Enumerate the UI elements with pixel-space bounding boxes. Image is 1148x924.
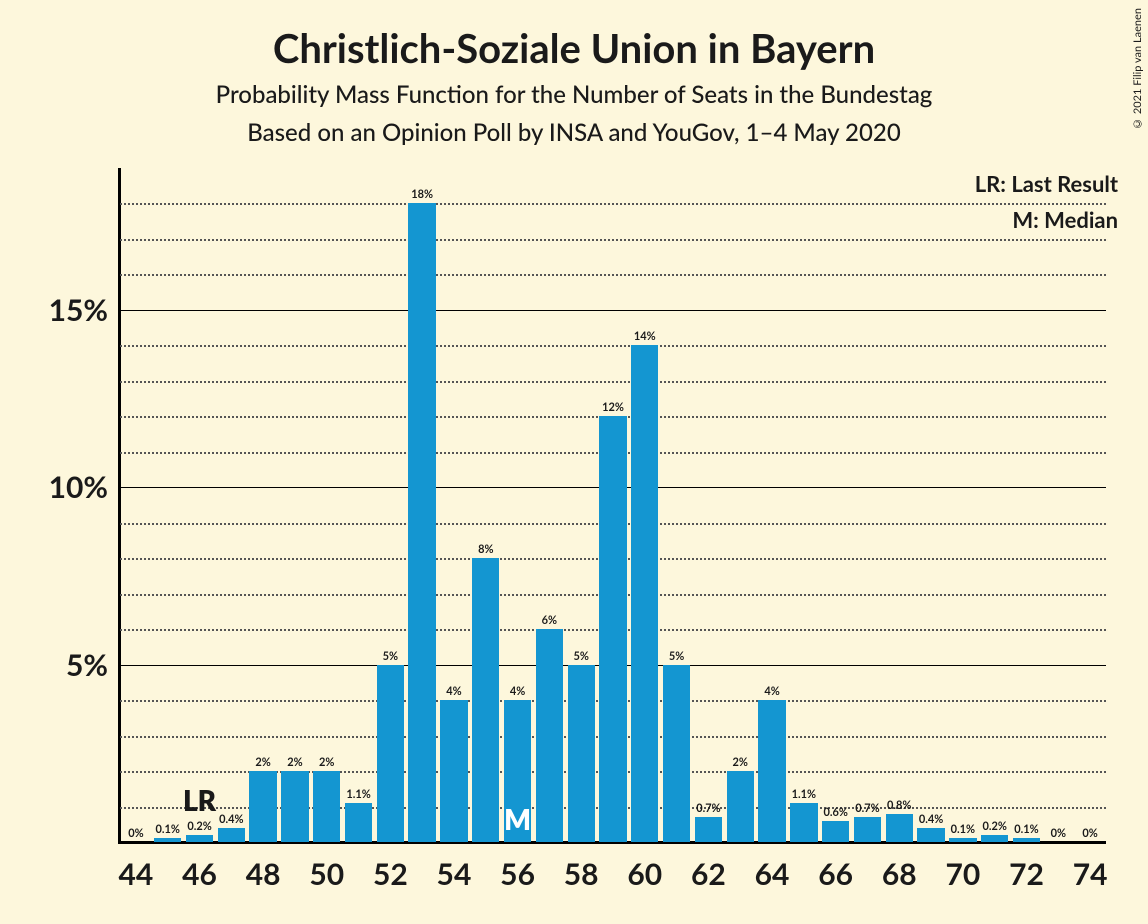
gridline-minor xyxy=(120,274,1106,276)
bar xyxy=(536,629,563,842)
bar-value-label: 2% xyxy=(733,756,748,769)
bar-value-label: 0.4% xyxy=(219,813,243,826)
bar-value-label: 0.1% xyxy=(156,823,180,836)
bar-value-label: 0.2% xyxy=(187,820,211,833)
bar-value-label: 18% xyxy=(411,188,433,201)
x-tick-label: 52 xyxy=(373,856,408,892)
bar-value-label: 4% xyxy=(446,685,461,698)
bar-value-label: 0.1% xyxy=(951,823,975,836)
bar xyxy=(917,828,944,842)
x-tick-label: 72 xyxy=(1009,856,1044,892)
x-tick-label: 64 xyxy=(755,856,790,892)
bar xyxy=(695,817,722,842)
x-tick-label: 68 xyxy=(882,856,917,892)
bar-value-label: 4% xyxy=(510,685,525,698)
bar-value-label: 0.6% xyxy=(823,806,847,819)
y-axis xyxy=(118,168,121,842)
bar xyxy=(154,838,181,842)
bar-value-label: 0% xyxy=(1082,827,1097,840)
bar-value-label: 0% xyxy=(1051,827,1066,840)
bar xyxy=(949,838,976,842)
y-tick-label: 15% xyxy=(49,292,108,328)
gridline-minor xyxy=(120,203,1106,205)
bar-value-label: 12% xyxy=(602,401,624,414)
bar xyxy=(758,700,785,842)
chart-annotation: M xyxy=(504,802,531,836)
x-tick-label: 56 xyxy=(500,856,535,892)
bar-value-label: 5% xyxy=(573,650,588,663)
bar-value-label: 5% xyxy=(383,650,398,663)
chart-title: Christlich-Soziale Union in Bayern xyxy=(0,24,1148,72)
x-tick-label: 74 xyxy=(1073,856,1108,892)
bar-value-label: 6% xyxy=(542,614,557,627)
bar-value-label: 0.7% xyxy=(696,802,720,815)
x-tick-label: 58 xyxy=(564,856,599,892)
bar xyxy=(249,771,276,842)
y-tick-label: 5% xyxy=(66,647,108,683)
bar-value-label: 2% xyxy=(319,756,334,769)
bar xyxy=(631,345,658,842)
x-tick-label: 70 xyxy=(945,856,980,892)
bar-value-label: 0.8% xyxy=(887,799,911,812)
x-tick-label: 50 xyxy=(309,856,344,892)
bar-value-label: 0.4% xyxy=(919,813,943,826)
bar-value-label: 0.1% xyxy=(1014,823,1038,836)
bar xyxy=(599,416,626,842)
bar xyxy=(981,835,1008,842)
bar-value-label: 2% xyxy=(255,756,270,769)
bar-value-label: 4% xyxy=(764,685,779,698)
bar xyxy=(313,771,340,842)
bar xyxy=(790,803,817,842)
y-tick-label: 10% xyxy=(49,469,108,505)
chart-subtitle-2: Based on an Opinion Poll by INSA and You… xyxy=(0,118,1148,147)
plot-area: 5%10%15%0%0.1%0.2%0.4%2%2%2%1.1%5%18%4%8… xyxy=(120,168,1106,842)
gridline-minor xyxy=(120,345,1106,347)
bar xyxy=(377,665,404,842)
bar-value-label: 1.1% xyxy=(792,788,816,801)
bar-value-label: 0.7% xyxy=(855,802,879,815)
bar xyxy=(822,821,849,842)
bar-value-label: 0.2% xyxy=(982,820,1006,833)
x-tick-label: 48 xyxy=(246,856,281,892)
bar xyxy=(440,700,467,842)
bar xyxy=(568,665,595,842)
bar-value-label: 1.1% xyxy=(346,788,370,801)
bar-value-label: 8% xyxy=(478,543,493,556)
bar-value-label: 14% xyxy=(634,330,656,343)
gridline-major xyxy=(120,310,1106,311)
bar-value-label: 5% xyxy=(669,650,684,663)
x-tick-label: 54 xyxy=(437,856,472,892)
gridline-minor xyxy=(120,239,1106,241)
gridline-minor xyxy=(120,381,1106,383)
bar xyxy=(345,803,372,842)
bar xyxy=(663,665,690,842)
bar xyxy=(1013,838,1040,842)
bar xyxy=(854,817,881,842)
bar-value-label: 2% xyxy=(287,756,302,769)
x-tick-label: 62 xyxy=(691,856,726,892)
x-tick-label: 66 xyxy=(818,856,853,892)
bar xyxy=(218,828,245,842)
x-tick-label: 44 xyxy=(118,856,153,892)
bar xyxy=(886,814,913,842)
bar xyxy=(408,203,435,842)
x-tick-label: 46 xyxy=(182,856,217,892)
bar xyxy=(727,771,754,842)
chart-subtitle-1: Probability Mass Function for the Number… xyxy=(0,80,1148,109)
bar xyxy=(472,558,499,842)
bar xyxy=(281,771,308,842)
bar-value-label: 0% xyxy=(128,827,143,840)
x-tick-label: 60 xyxy=(627,856,662,892)
bar xyxy=(186,835,213,842)
chart-annotation: LR xyxy=(183,783,216,817)
